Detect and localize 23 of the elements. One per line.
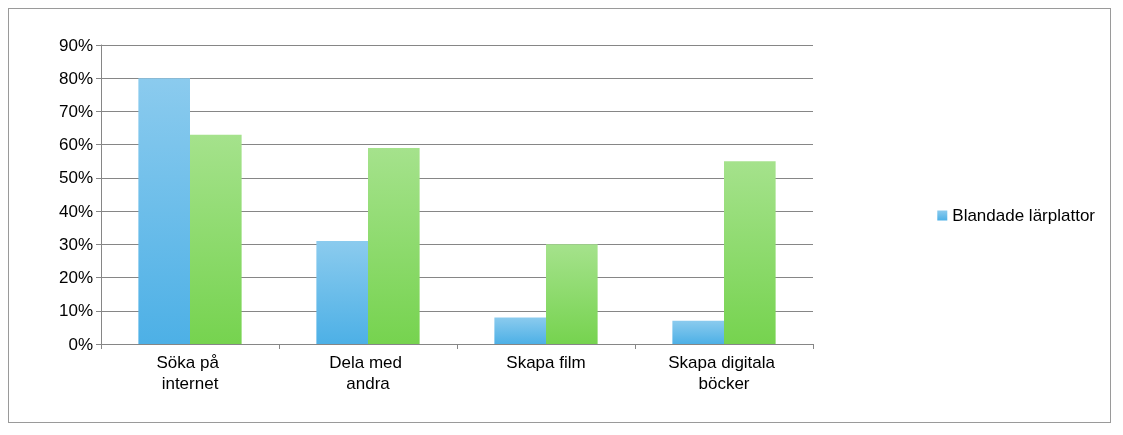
y-tick-label: 50%: [58, 168, 93, 188]
legend-label: Blandade lärplattor: [952, 206, 1096, 225]
y-tick-label: 20%: [58, 268, 93, 288]
x-tick-label: Skapa digitala böcker: [668, 353, 780, 393]
y-tick-label: 0%: [68, 334, 93, 354]
y-tick-label: 80%: [58, 68, 93, 88]
bar: [316, 241, 368, 344]
y-tick-label: 30%: [58, 234, 93, 254]
y-tick-label: 60%: [58, 135, 93, 155]
y-tick-label: 70%: [58, 101, 93, 121]
x-tick-label: Skapa film: [506, 353, 586, 372]
bar: [672, 320, 724, 344]
bar: [138, 78, 190, 344]
bar: [546, 244, 598, 344]
x-tick-label: Söka på internet: [156, 353, 224, 393]
bar: [368, 147, 420, 344]
bar: [494, 317, 546, 344]
y-tick-label: 40%: [58, 201, 93, 221]
y-tick-label: 90%: [58, 35, 93, 55]
x-tick-label: Dela med andra: [329, 353, 407, 393]
y-tick-label: 10%: [58, 301, 93, 321]
bar: [190, 134, 242, 344]
bar: [724, 161, 776, 344]
